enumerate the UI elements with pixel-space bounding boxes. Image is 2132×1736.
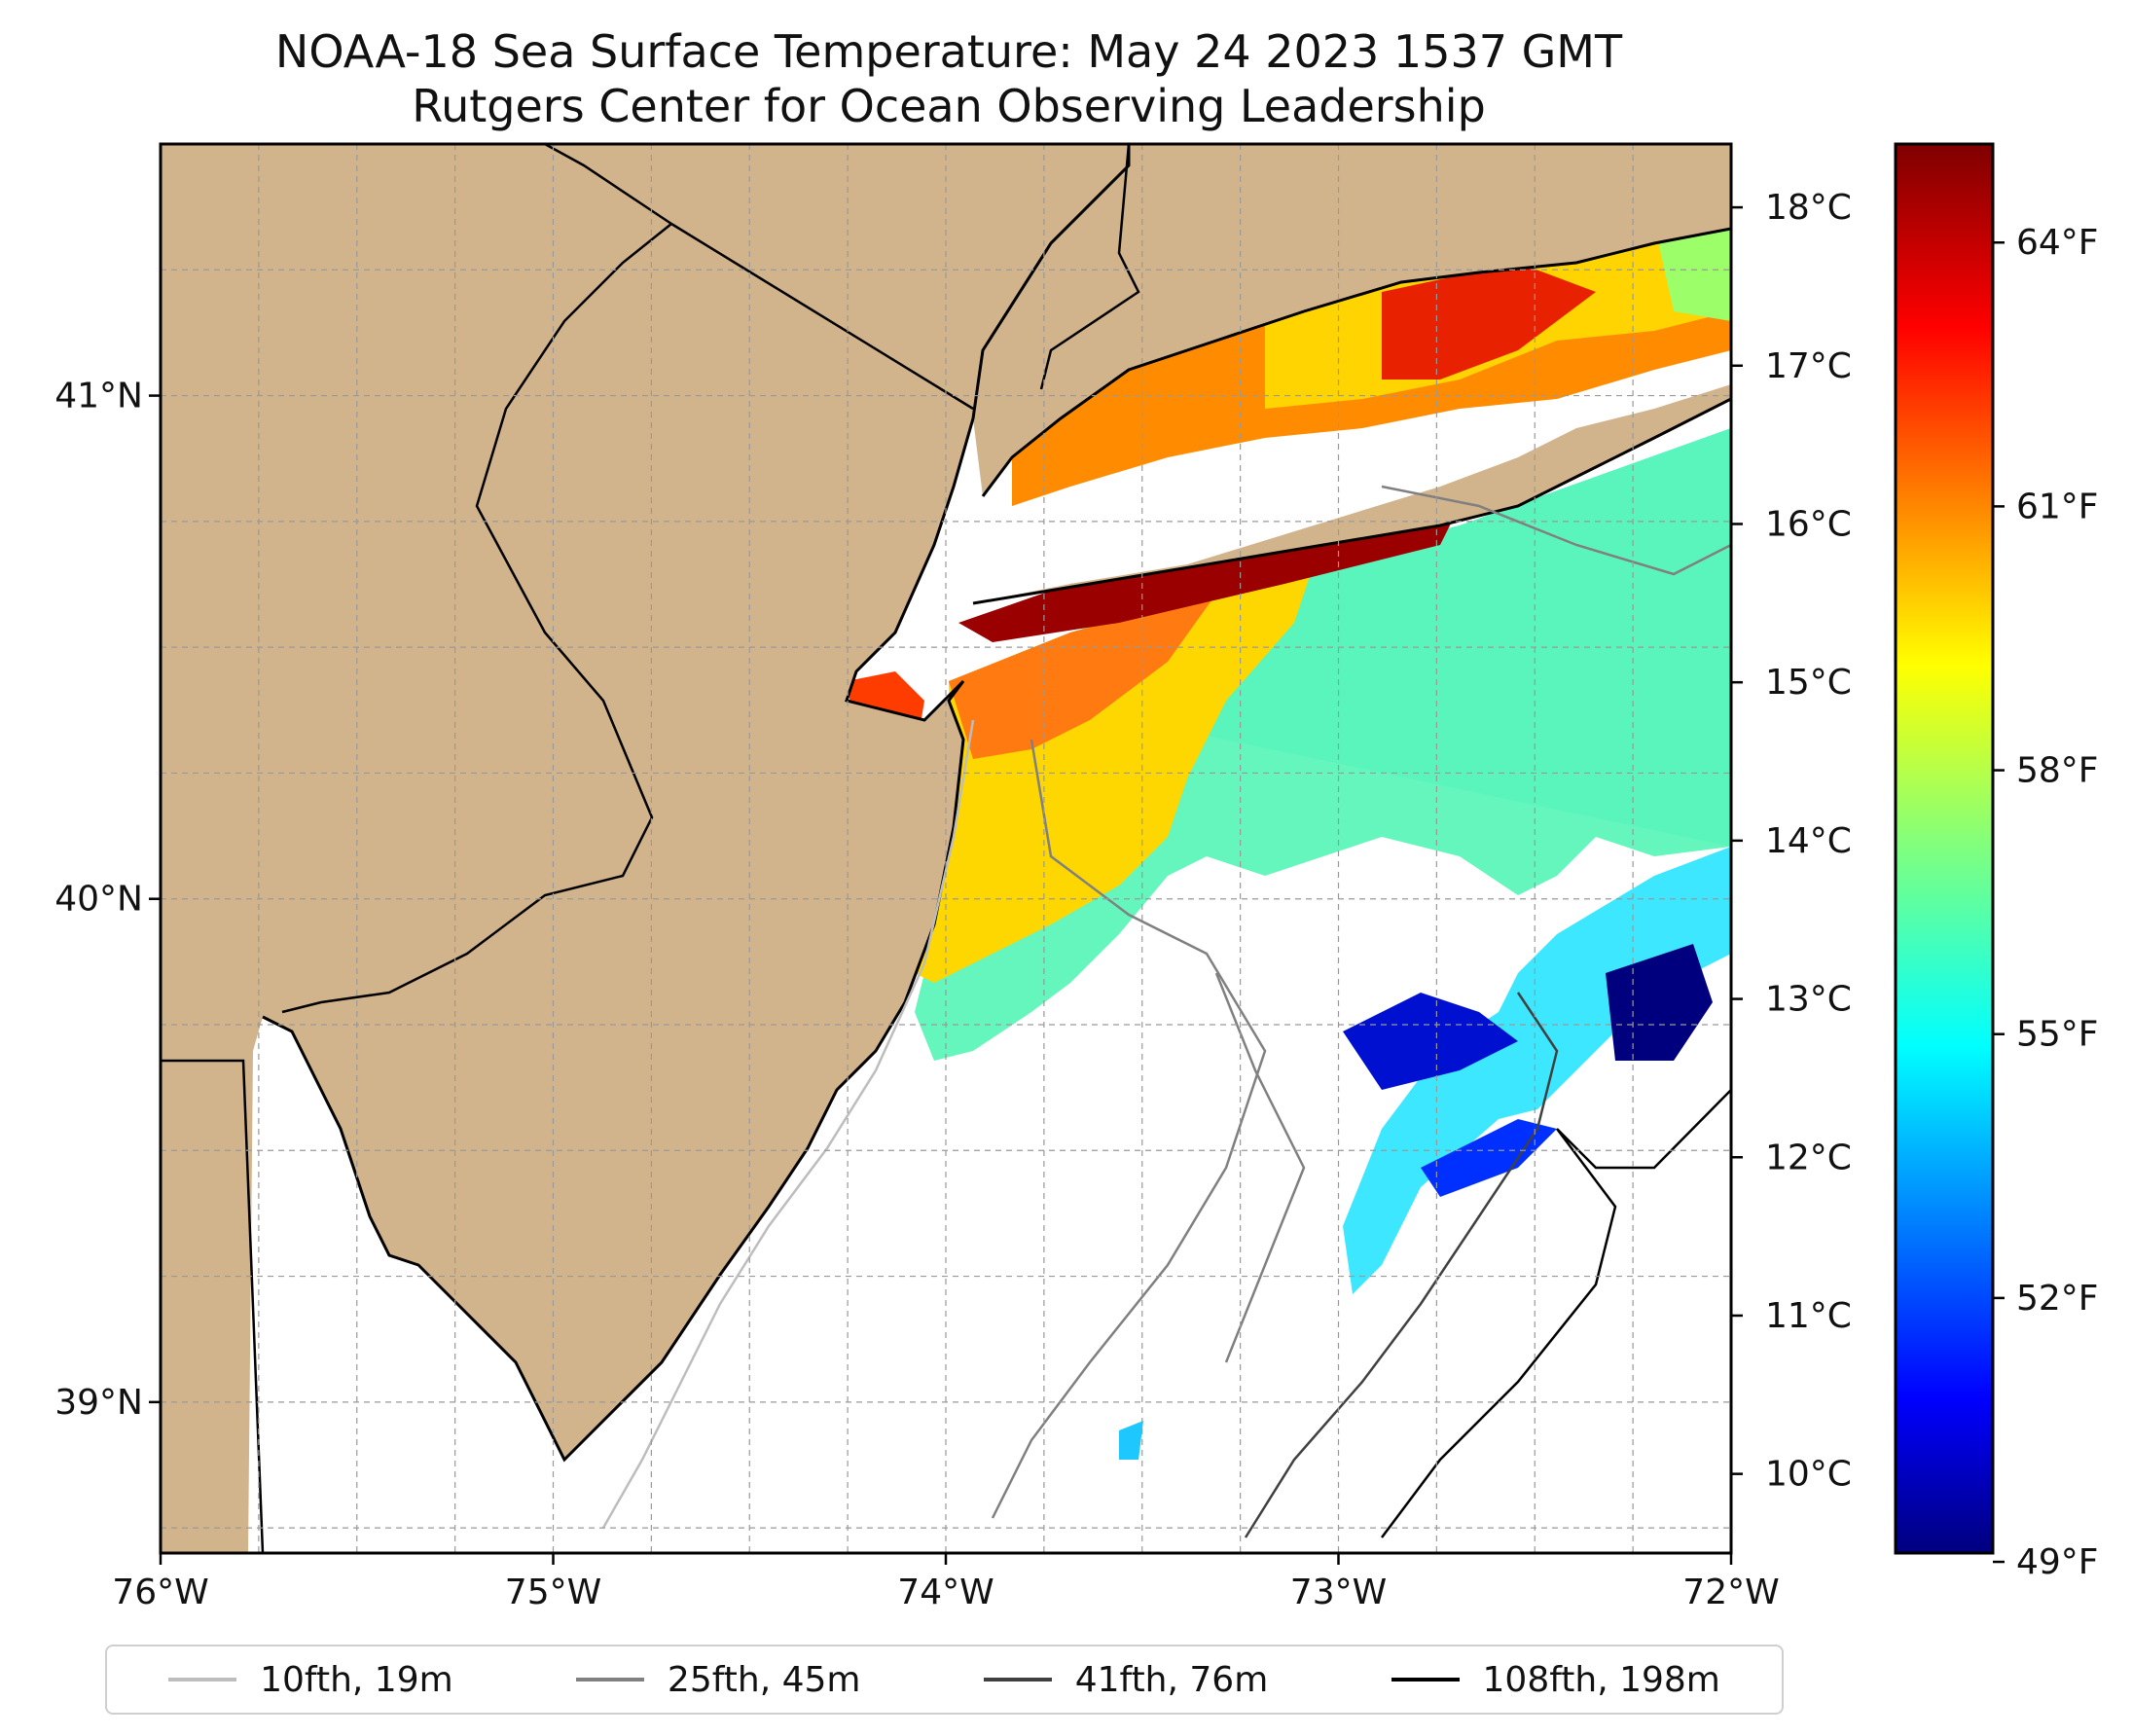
celsius-tick-label: 17°C [1765, 346, 1852, 386]
legend-item-19m: 10fth, 19m [168, 1660, 453, 1700]
lon-tick-label: 74°W [897, 1573, 994, 1612]
legend-swatch [575, 1678, 644, 1682]
celsius-tick-label: 18°C [1765, 188, 1852, 228]
celsius-scale: 18°C 17°C 16°C 15°C 14°C 13°C 12°C 11°C 10°C [1731, 188, 1852, 1495]
legend-swatch [168, 1678, 237, 1682]
coastline [262, 144, 1731, 1463]
map-subtitle: Rutgers Center for Ocean Observing Leade… [412, 80, 1486, 132]
longitude-axis: 76°W 75°W 74°W 73°W 72°W [112, 1553, 1780, 1612]
legend-label: 25fth, 45m [667, 1659, 861, 1700]
celsius-tick-label: 13°C [1765, 980, 1852, 1020]
legend-item-198m: 108fth, 198m [1391, 1660, 1720, 1700]
celsius-tick-label: 15°C [1765, 663, 1852, 703]
legend-label: 41fth, 76m [1074, 1659, 1269, 1700]
colorbar [1894, 142, 1995, 1555]
celsius-tick-label: 10°C [1765, 1455, 1852, 1495]
state-boundaries [161, 144, 1140, 1553]
map-title: NOAA-18 Sea Surface Temperature: May 24 … [274, 25, 1623, 78]
land [161, 144, 1731, 1553]
legend-label: 10fth, 19m [260, 1659, 453, 1700]
map-panel [161, 144, 1731, 1553]
lon-tick-label: 75°W [505, 1573, 601, 1612]
legend-swatch [1391, 1678, 1460, 1682]
lat-tick-label: 39°N [54, 1383, 143, 1423]
bathymetry-contours [601, 485, 1731, 1538]
celsius-tick-label: 16°C [1765, 504, 1852, 544]
latitude-axis: 41°N 40°N 39°N [54, 377, 161, 1423]
fahrenheit-tick-label: 58°F [2016, 751, 2099, 791]
fahrenheit-scale: 64°F 61°F 58°F 55°F 52°F 49°F [1993, 223, 2099, 1582]
legend-item-45m: 25fth, 45m [575, 1659, 861, 1700]
legend-swatch [983, 1678, 1052, 1682]
legend-label: 108fth, 198m [1482, 1659, 1720, 1700]
fahrenheit-tick-label: 55°F [2016, 1015, 2099, 1055]
lon-tick-label: 72°W [1682, 1573, 1779, 1612]
lon-tick-label: 73°W [1290, 1573, 1387, 1612]
fahrenheit-tick-label: 61°F [2016, 487, 2099, 526]
fahrenheit-tick-label: 64°F [2016, 223, 2099, 263]
celsius-tick-label: 11°C [1765, 1296, 1852, 1336]
fahrenheit-tick-label: 49°F [2016, 1542, 2099, 1582]
celsius-tick-label: 12°C [1765, 1138, 1852, 1177]
lat-tick-label: 40°N [54, 880, 143, 920]
lon-tick-label: 76°W [112, 1573, 208, 1612]
lat-tick-label: 41°N [54, 377, 143, 416]
fahrenheit-tick-label: 52°F [2016, 1279, 2099, 1319]
legend-item-76m: 41fth, 76m [983, 1659, 1269, 1700]
graticule [161, 144, 1731, 1553]
celsius-tick-label: 14°C [1765, 821, 1852, 861]
bathymetry-legend: 10fth, 19m 25fth, 45m 41fth, 76m 108fth,… [105, 1645, 1784, 1715]
